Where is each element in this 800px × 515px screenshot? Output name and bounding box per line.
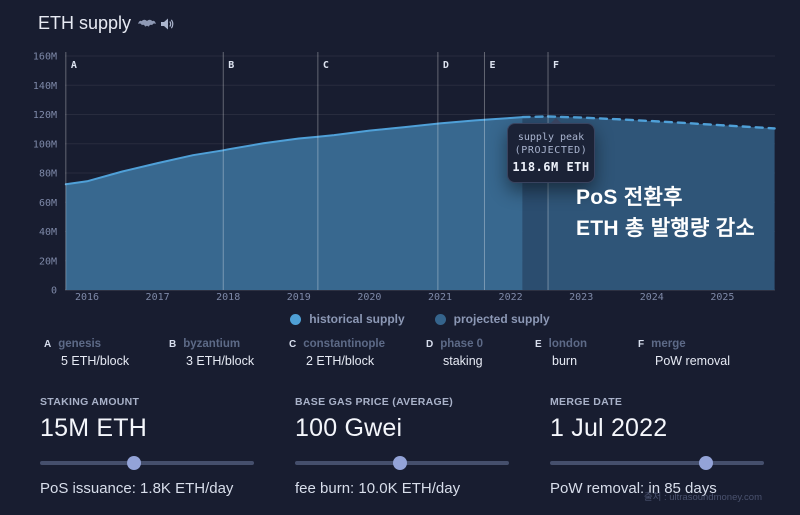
legend-item: projected supply xyxy=(434,312,550,326)
supply-line xyxy=(521,115,550,119)
event-letter: A xyxy=(71,60,77,71)
slider-thumb[interactable] xyxy=(392,456,407,470)
control-label: STAKING AMOUNT xyxy=(40,396,140,408)
control-sub: PoW removal: in 85 days xyxy=(550,480,717,497)
tooltip-line2: (PROJECTED) xyxy=(514,145,588,156)
x-tick-label: 2023 xyxy=(569,292,593,303)
korean-annotation: PoS 전환후 ETH 총 발행량 감소 xyxy=(576,182,755,244)
x-tick-label: 2025 xyxy=(710,292,734,303)
x-tick-label: 2016 xyxy=(75,292,99,303)
annotation-line1: PoS 전환후 xyxy=(576,186,683,209)
event-name: genesis xyxy=(58,338,102,350)
supply-line xyxy=(546,115,776,130)
event-annotation: E london burn xyxy=(535,338,587,368)
x-tick-label: 2021 xyxy=(428,292,452,303)
supply-area xyxy=(548,116,775,290)
control-value: 100 Gwei xyxy=(295,414,403,442)
legend-dot-icon xyxy=(290,313,302,325)
slider-thumb[interactable] xyxy=(699,456,714,470)
x-tick-label: 2024 xyxy=(640,292,664,303)
y-tick-label: 100M xyxy=(33,139,57,150)
event-key: A xyxy=(44,339,52,350)
event-detail: staking xyxy=(443,354,483,368)
slider-track[interactable] xyxy=(40,461,254,465)
y-tick-label: 140M xyxy=(33,81,57,92)
event-detail: 3 ETH/block xyxy=(186,354,255,368)
page-title-text: ETH supply xyxy=(38,13,132,33)
slider[interactable] xyxy=(550,456,764,470)
x-tick-label: 2020 xyxy=(357,292,381,303)
control-label: BASE GAS PRICE (AVERAGE) xyxy=(295,396,454,408)
supply-peak-tooltip: supply peak (PROJECTED) 118.6M ETH xyxy=(507,118,595,183)
slider[interactable] xyxy=(295,456,509,470)
event-annotation: D phase 0 staking xyxy=(426,338,483,368)
x-tick-label: 2017 xyxy=(146,292,170,303)
slider[interactable] xyxy=(40,456,254,470)
annotation-line2: ETH 총 발행량 감소 xyxy=(576,217,756,240)
y-tick-label: 20M xyxy=(39,256,57,267)
y-tick-label: 160M xyxy=(33,52,57,63)
event-annotation: B byzantium 3 ETH/block xyxy=(169,338,254,368)
page-title: ETH supply xyxy=(38,13,174,34)
event-annotation: C constantinople 2 ETH/block xyxy=(289,338,385,368)
event-name: byzantium xyxy=(183,338,241,350)
control-label: MERGE DATE xyxy=(550,396,623,408)
source-credit: 출처 : ultrasoundmoney.com xyxy=(643,492,762,503)
control-column: MERGE DATE 1 Jul 2022 PoW removal: in 85… xyxy=(550,396,764,497)
y-tick-label: 120M xyxy=(33,110,57,121)
event-detail: 5 ETH/block xyxy=(61,354,130,368)
event-name: merge xyxy=(651,338,686,350)
event-annotation: A genesis 5 ETH/block xyxy=(44,338,129,368)
legend-item: historical supply xyxy=(290,312,405,326)
tooltip-value: 118.6M ETH xyxy=(512,160,590,174)
slider-track[interactable] xyxy=(550,461,764,465)
y-tick-label: 40M xyxy=(39,227,57,238)
event-annotation: F merge PoW removal xyxy=(638,338,730,368)
legend-label: historical supply xyxy=(309,312,405,326)
x-tick-label: 2022 xyxy=(499,292,523,303)
event-detail: PoW removal xyxy=(655,354,731,368)
event-key: C xyxy=(289,339,297,350)
y-tick-label: 60M xyxy=(39,198,57,209)
x-tick-label: 2018 xyxy=(216,292,240,303)
event-detail: burn xyxy=(552,354,578,368)
event-name: phase 0 xyxy=(440,338,484,350)
event-key: E xyxy=(535,339,542,350)
control-sub: fee burn: 10.0K ETH/day xyxy=(295,480,461,497)
event-letter: C xyxy=(323,60,329,71)
control-column: BASE GAS PRICE (AVERAGE) 100 Gwei fee bu… xyxy=(295,396,509,497)
tooltip-line1: supply peak xyxy=(517,132,585,143)
legend-dot-icon xyxy=(434,313,446,325)
control-value: 15M ETH xyxy=(40,414,147,442)
tooltip-caret xyxy=(550,118,562,124)
control-sub: PoS issuance: 1.8K ETH/day xyxy=(40,480,234,497)
event-name: constantinople xyxy=(303,338,386,350)
event-letter: D xyxy=(443,60,449,71)
event-key: B xyxy=(169,339,177,350)
event-name: london xyxy=(548,338,587,350)
supply-line xyxy=(64,116,524,186)
event-key: F xyxy=(638,339,645,350)
event-letter: F xyxy=(553,60,559,71)
y-tick-label: 80M xyxy=(39,169,57,180)
slider-thumb[interactable] xyxy=(127,456,142,470)
x-tick-label: 2019 xyxy=(287,292,311,303)
event-detail: 2 ETH/block xyxy=(306,354,375,368)
y-tick-label: 0 xyxy=(51,286,57,297)
bat-icon xyxy=(138,19,156,27)
title-icons xyxy=(138,17,174,31)
speaker-icon xyxy=(161,18,174,29)
event-key: D xyxy=(426,339,434,350)
legend-label: projected supply xyxy=(453,312,550,326)
event-letter: E xyxy=(489,60,495,71)
supply-area xyxy=(65,117,523,290)
chart-legend: historical supply projected supply xyxy=(65,312,775,326)
event-letter: B xyxy=(228,60,234,71)
control-column: STAKING AMOUNT 15M ETH PoS issuance: 1.8… xyxy=(40,396,254,497)
control-value: 1 Jul 2022 xyxy=(550,414,668,442)
